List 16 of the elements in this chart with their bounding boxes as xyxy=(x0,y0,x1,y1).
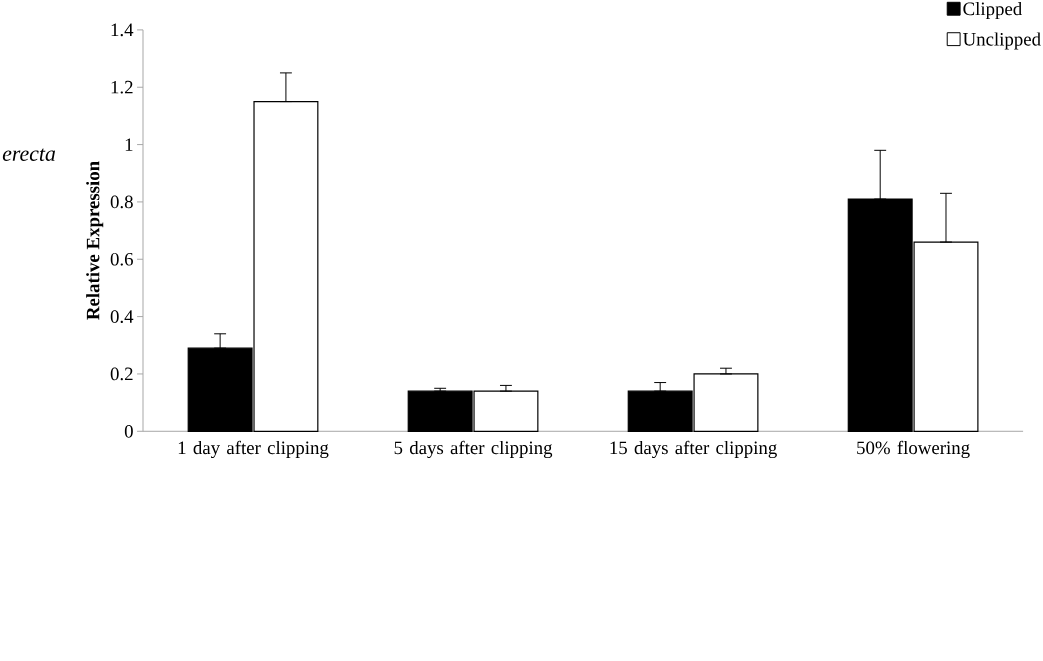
x-tick-label: 1 day after clipping xyxy=(178,440,329,459)
y-tick-label: 1.4 xyxy=(111,23,134,37)
y-tick-label: 0.4 xyxy=(110,310,134,324)
text: erecta xyxy=(2,148,56,162)
y-axis-title: Relative Expression xyxy=(86,161,104,320)
y-tick-label: 0.2 xyxy=(110,367,133,381)
y-tick-label: 0.6 xyxy=(110,253,133,266)
legend-label: Unclipped xyxy=(962,32,1041,50)
x-tick-label: 5 days after clipping xyxy=(394,440,553,459)
legend-label: Clipped xyxy=(963,2,1022,20)
y-tick-label: 1.2 xyxy=(111,81,133,94)
y-tick-label: 0.8 xyxy=(110,195,133,209)
x-tick-label: 15 days after clipping xyxy=(610,440,777,459)
x-tick-label: 50% flowering xyxy=(857,440,970,459)
y-tick-label: 0 xyxy=(124,425,133,438)
y-tick-label: 1 xyxy=(125,138,133,151)
